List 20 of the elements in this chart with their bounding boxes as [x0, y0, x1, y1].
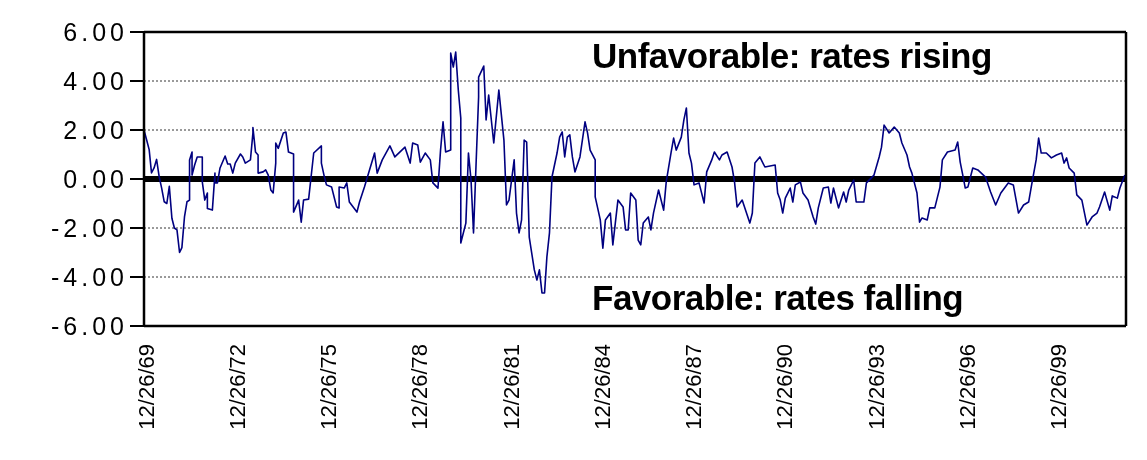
y-tick-label: -4.00	[51, 262, 128, 291]
y-tick-label: 0.00	[63, 164, 128, 193]
y-tick-label: -2.00	[51, 213, 128, 242]
x-tick-label: 12/26/90	[772, 344, 798, 430]
y-tick-label: -6.00	[51, 311, 128, 340]
y-tick-label: 2.00	[63, 115, 128, 144]
x-tick-label: 12/26/72	[224, 344, 250, 430]
x-tick-label: 12/26/99	[1046, 344, 1072, 430]
x-tick-label: 12/26/81	[498, 344, 524, 430]
x-tick-label: 12/26/93	[863, 344, 889, 430]
x-tick-label: 12/26/96	[954, 344, 980, 430]
y-tick-label: 6.00	[63, 17, 128, 46]
x-tick-label: 12/26/84	[589, 344, 615, 430]
x-tick-label: 12/26/75	[316, 344, 342, 430]
x-tick-label: 12/26/69	[133, 344, 159, 430]
y-tick-label: 4.00	[63, 66, 128, 95]
annotation: Unfavorable: rates rising	[592, 36, 992, 76]
x-tick-label: 12/26/87	[681, 344, 707, 430]
annotation: Favorable: rates falling	[592, 278, 964, 318]
x-tick-label: 12/26/78	[407, 344, 433, 430]
